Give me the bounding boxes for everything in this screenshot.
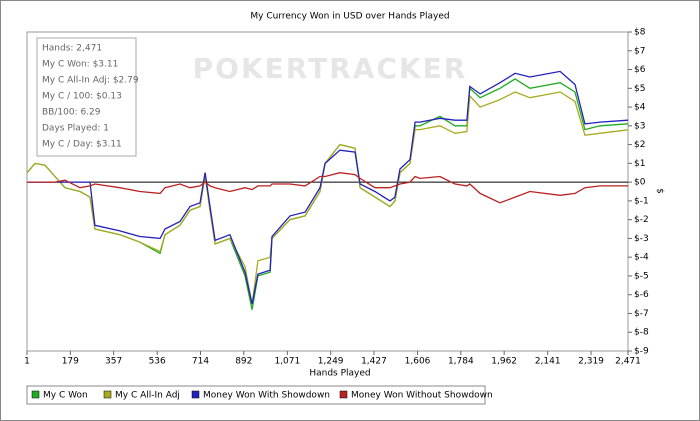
stat-line: Days Played: 1 [42,124,109,134]
watermark: POKERTRACKER [193,52,468,85]
legend-swatch [31,390,40,399]
x-tick-label: 1,071 [274,357,300,367]
stat-line: My C Won: $3.11 [42,60,118,70]
x-tick-label: 892 [235,357,252,367]
series-line [27,70,629,305]
y-tick-label: $8 [634,28,646,38]
y-tick-label: $0 [634,178,646,188]
y-tick-label: $-8 [634,328,649,338]
x-tick-label: 1,784 [448,357,474,367]
stat-line: BB/100: 6.29 [42,108,101,118]
x-tick-label: 1,606 [405,357,431,367]
series-line [26,91,629,305]
x-tick-label: 1,962 [491,357,517,367]
legend-label: Money Won With Showdown [203,391,330,401]
y-axis-label: $ [655,188,665,194]
y-tick-label: $-5 [634,271,649,281]
y-tick-label: $-2 [634,215,649,225]
stat-line: Hands: 2,471 [42,44,102,54]
x-tick-label: 2,319 [578,357,604,367]
y-tick-label: $2 [634,140,645,150]
y-tick-label: $4 [634,103,646,113]
legend-box [26,385,486,405]
stat-line: My C / Day: $3.11 [42,140,122,150]
chart-title: My Currency Won in USD over Hands Played [250,12,449,22]
x-tick-label: 357 [105,357,122,367]
legend-label: Money Won Without Showdown [351,391,493,401]
legend-label: My C All-In Adj [115,391,180,401]
x-tick-label: 2,471 [615,357,641,367]
x-tick-label: 1,249 [318,357,344,367]
series-line [27,172,628,204]
y-tick-label: $3 [634,121,645,131]
y-tick-label: $5 [634,84,645,94]
x-tick-label: 536 [149,357,166,367]
x-tick-label: 179 [62,357,79,367]
y-tick-label: $-7 [634,309,649,319]
stat-line: My C All-In Adj: $2.79 [42,76,139,86]
y-tick-label: $-3 [634,234,649,244]
legend-label: My C Won [43,391,88,401]
x-tick-label: 1,427 [361,357,387,367]
x-tick-label: 1 [24,357,30,367]
stat-line: My C / 100: $0.13 [42,92,122,102]
legend-swatch [339,390,348,399]
y-tick-label: $6 [634,65,646,75]
y-tick-label: $-9 [634,347,649,357]
x-axis-label: Hands Played [309,369,370,379]
legend-swatch [191,390,200,399]
y-tick-label: $-1 [634,196,649,206]
stats-box [36,37,137,157]
x-tick-label: 2,141 [535,357,561,367]
legend-swatch [103,390,112,399]
x-tick-label: 714 [192,357,209,367]
y-tick-label: $7 [634,46,645,56]
y-tick-label: $-4 [634,253,649,263]
y-tick-label: $-6 [634,290,649,300]
y-tick-label: $1 [634,159,645,169]
